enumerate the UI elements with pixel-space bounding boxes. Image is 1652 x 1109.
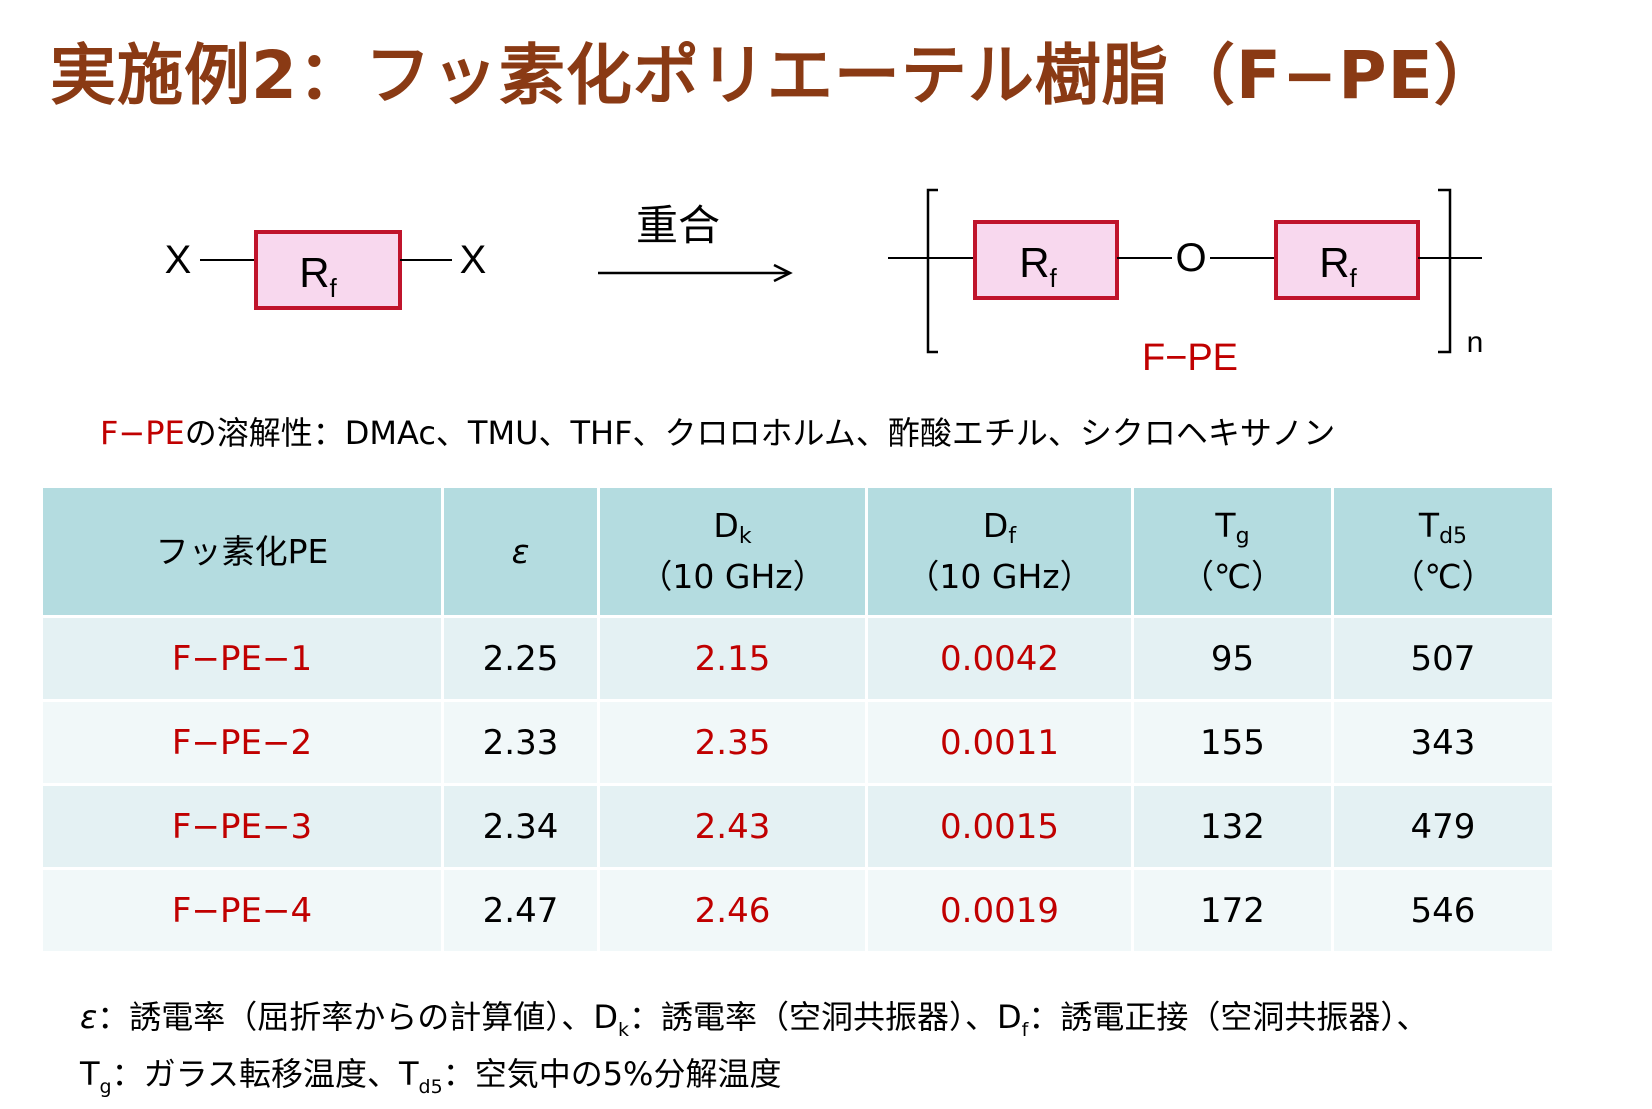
monomer-x-left: X (165, 238, 192, 282)
polymer-rf-sub-1: f (1050, 263, 1058, 293)
note-dk-def: ：誘電率（空洞共振器）、 (628, 998, 997, 1036)
header-tg: Tg （℃） (1131, 485, 1334, 618)
table-row: F−PE−2 2.33 2.35 0.0011 155 343 (40, 699, 1555, 786)
polymer-rf-label-1: Rf (1019, 239, 1057, 293)
header-dk-sub: k (738, 524, 752, 549)
polymer-rf-label-2: Rf (1319, 239, 1357, 293)
cell-df: 0.0015 (865, 783, 1134, 870)
product-label: F−PE (1142, 337, 1238, 379)
header-tg-symbol: Tg (1215, 506, 1249, 549)
solubility-solvents: の溶解性：DMAc、TMU、THF、クロロホルム、酢酸エチル、シクロヘキサノン (184, 414, 1336, 452)
footnotes: ε：誘電率（屈折率からの計算値）、Dk：誘電率（空洞共振器）、Df：誘電正接（空… (80, 995, 1428, 1109)
cell-tg: 155 (1131, 699, 1334, 786)
header-tg-main: T (1215, 506, 1236, 545)
cell-dk: 2.35 (597, 699, 868, 786)
cell-epsilon: 2.25 (441, 615, 600, 702)
reaction-arrow-head (773, 263, 793, 283)
header-df-symbol: Df (982, 506, 1016, 549)
solubility-polymer-name: F−PE (100, 414, 185, 452)
header-tg-sub: g (1235, 524, 1250, 549)
header-df-main: D (982, 506, 1009, 545)
header-name: フッ素化PE (40, 485, 444, 618)
note-df-sub: f (1021, 1019, 1029, 1041)
note-td5-main: T (398, 1055, 419, 1093)
monomer-rf-sub: f (330, 273, 338, 303)
cell-td5: 343 (1331, 699, 1555, 786)
note-df-main: D (996, 998, 1022, 1036)
cell-dk: 2.43 (597, 783, 868, 870)
monomer-rf-box (254, 230, 402, 310)
cell-epsilon: 2.34 (441, 783, 600, 870)
cell-tg: 132 (1131, 783, 1334, 870)
arrow-label: 重合 (636, 201, 720, 250)
cell-epsilon: 2.33 (441, 699, 600, 786)
cell-name: F−PE−1 (40, 615, 444, 702)
header-tg-unit: （℃） (1180, 557, 1285, 596)
monomer-x-right: X (460, 238, 487, 282)
header-df-unit: （10 GHz） (906, 557, 1093, 596)
note-tg-sub: g (99, 1076, 112, 1098)
cell-df: 0.0019 (865, 867, 1134, 954)
header-dk-main: D (713, 506, 739, 545)
cell-dk: 2.15 (597, 615, 868, 702)
header-epsilon: ε (441, 485, 600, 618)
polymer-rf-box-1 (973, 220, 1119, 300)
header-dk-unit: （10 GHz） (639, 557, 826, 596)
solubility-line: F−PEの溶解性：DMAc、TMU、THF、クロロホルム、酢酸エチル、シクロヘキ… (100, 408, 1335, 454)
note-tg-main: T (80, 1055, 100, 1093)
header-td5-unit: （℃） (1391, 557, 1495, 596)
note-df-def: ：誘電正接（空洞共振器）、 (1028, 998, 1429, 1036)
bracket-right (1438, 188, 1452, 354)
note-dk-main: D (593, 998, 618, 1036)
footnote-line-2: Tg：ガラス転移温度、Td5：空気中の5%分解温度 (80, 1052, 1428, 1109)
cell-df: 0.0011 (865, 699, 1134, 786)
polymer-rf-box-2 (1274, 220, 1420, 300)
note-epsilon-symbol: ε (80, 998, 98, 1036)
header-td5-symbol: Td5 (1418, 506, 1467, 549)
properties-table: フッ素化PE ε Dk （10 GHz） Df （10 GHz） Tg （℃） Td5… (40, 485, 1555, 954)
cell-name: F−PE−2 (40, 699, 444, 786)
bracket-left (926, 188, 938, 354)
monomer-rf-label: Rf (299, 249, 337, 303)
polymer-rf-main-1: R (1019, 239, 1049, 286)
cell-tg: 172 (1131, 867, 1334, 954)
header-df: Df （10 GHz） (865, 485, 1134, 618)
cell-name: F−PE−3 (40, 783, 444, 870)
cell-name: F−PE−4 (40, 867, 444, 954)
monomer-rf-main: R (299, 249, 329, 296)
header-td5-sub: d5 (1439, 524, 1468, 549)
table-row: F−PE−4 2.47 2.46 0.0019 172 546 (40, 867, 1555, 954)
cell-td5: 546 (1331, 867, 1555, 954)
cell-td5: 507 (1331, 615, 1555, 702)
polymerization-scheme: X Rf X 重合 Rf O Rf n F−PE (165, 188, 1484, 379)
table-row: F−PE−1 2.25 2.15 0.0042 95 507 (40, 615, 1555, 702)
header-dk: Dk （10 GHz） (597, 485, 868, 618)
cell-td5: 479 (1331, 783, 1555, 870)
table-header-row: フッ素化PE ε Dk （10 GHz） Df （10 GHz） Tg （℃） Td5… (40, 485, 1555, 618)
cell-epsilon: 2.47 (441, 867, 600, 954)
cell-dk: 2.46 (597, 867, 868, 954)
header-td5-main: T (1418, 506, 1440, 545)
note-td5-sub: d5 (418, 1076, 443, 1098)
note-tg-def: ：ガラス転移温度、 (111, 1055, 399, 1093)
note-td5-def: ：空気中の5%分解温度 (442, 1055, 782, 1093)
header-df-sub: f (1008, 524, 1017, 549)
polymer-rf-sub-2: f (1350, 263, 1358, 293)
footnote-line-1: ε：誘電率（屈折率からの計算値）、Dk：誘電率（空洞共振器）、Df：誘電正接（空… (80, 995, 1428, 1052)
repeat-n: n (1467, 326, 1484, 359)
note-epsilon-def: ：誘電率（屈折率からの計算値）、 (97, 998, 594, 1036)
oxygen-atom: O (1175, 236, 1206, 280)
note-dk-sub: k (617, 1019, 629, 1041)
cell-tg: 95 (1131, 615, 1334, 702)
header-dk-symbol: Dk (713, 506, 751, 549)
polymer-rf-main-2: R (1319, 239, 1349, 286)
page-title: 実施例2：フッ素化ポリエーテル樹脂（F−PE） (50, 37, 1501, 114)
cell-df: 0.0042 (865, 615, 1134, 702)
header-td5: Td5 （℃） (1331, 485, 1555, 618)
table-row: F−PE−3 2.34 2.43 0.0015 132 479 (40, 783, 1555, 870)
